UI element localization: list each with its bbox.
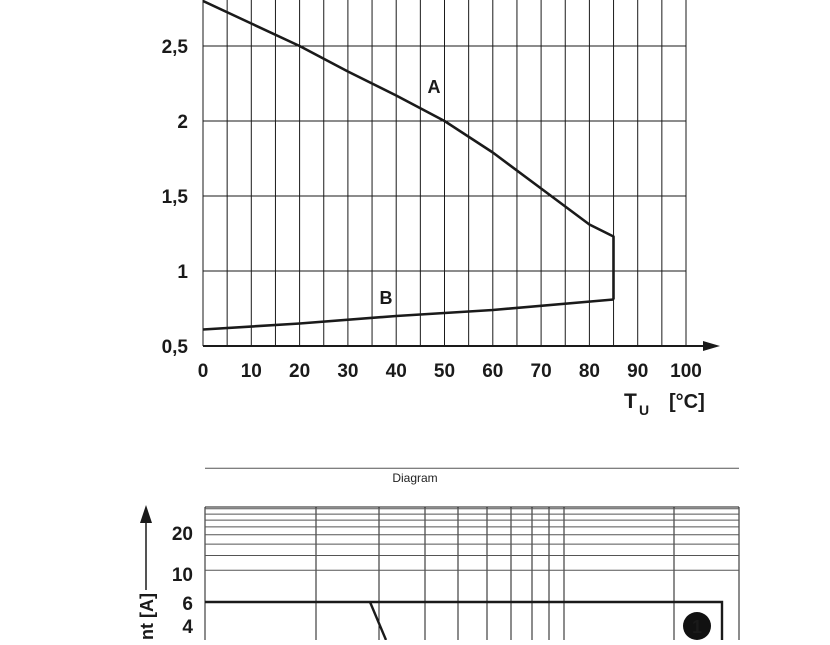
- x-tick-label: 60: [482, 361, 503, 382]
- plot2-y-axis-arrowhead: [140, 505, 152, 523]
- plot2-marker-circle: [683, 612, 711, 640]
- series-line-a: [202, 0, 615, 300]
- plot2-curve-upper: [205, 600, 724, 640]
- x-tick-label: 20: [289, 361, 310, 382]
- x-axis-label-subscript: U: [639, 402, 649, 418]
- x-tick-label: 0: [198, 361, 209, 382]
- x-axis-label: T: [624, 390, 637, 413]
- plot2-marker-label: 1: [692, 617, 702, 637]
- x-tick-label: 30: [337, 361, 358, 382]
- plot2-y-tick-label: 10: [172, 565, 193, 586]
- y-tick-label: 2: [177, 112, 188, 133]
- y-tick-label: 2,5: [162, 37, 189, 58]
- x-tick-label: 100: [670, 361, 702, 382]
- x-tick-label: 50: [434, 361, 455, 382]
- y-tick-label: 0,5: [162, 337, 189, 358]
- x-tick-label: 40: [386, 361, 407, 382]
- x-tick-label: 90: [627, 361, 648, 382]
- plot2-y-tick-label: 4: [182, 617, 193, 638]
- series-line-b: [202, 298, 614, 331]
- x-axis-unit: [°C]: [669, 391, 705, 413]
- series-label-a: A: [428, 77, 441, 97]
- y-tick-label: 1,5: [162, 187, 189, 208]
- plot2-y-tick-label: 20: [172, 524, 193, 545]
- plot2-y-tick-label: 6: [182, 594, 193, 615]
- plot2-y-label-gap: [134, 590, 158, 640]
- y-tick-label: 1: [177, 262, 188, 283]
- series-label-b: B: [380, 288, 393, 308]
- plot2-y-axis-label: nt [A]: [137, 593, 157, 640]
- x-tick-label: 10: [241, 361, 262, 382]
- x-tick-label: 70: [531, 361, 552, 382]
- x-axis-arrowhead: [703, 341, 720, 351]
- x-tick-label: 80: [579, 361, 600, 382]
- diagram-caption: Diagram: [392, 471, 438, 485]
- plot2-curve-diagonal: [368, 601, 388, 641]
